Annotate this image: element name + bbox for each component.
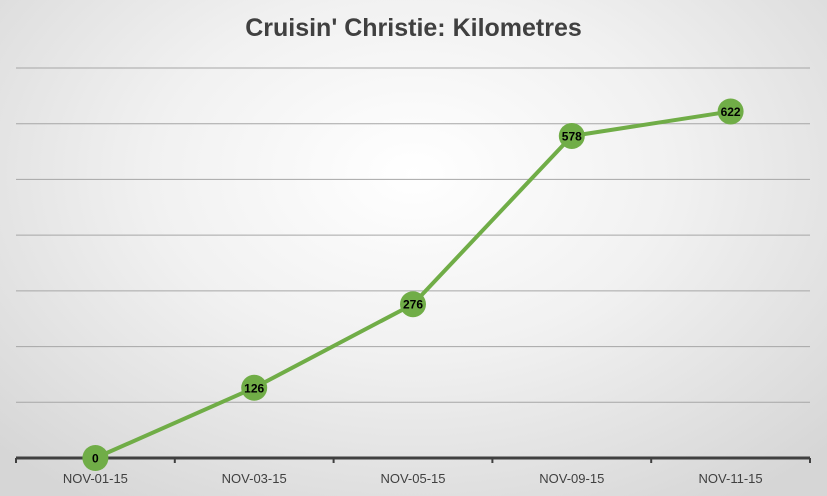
data-label: 126 [244,381,264,395]
x-tick-label: NOV-05-15 [380,471,445,486]
chart-title: Cruisin' Christie: Kilometres [245,14,582,42]
x-tick-label: NOV-11-15 [699,471,763,486]
data-label: 276 [403,298,423,312]
data-point [82,445,109,471]
data-label: 622 [721,105,741,119]
x-tick-label: NOV-03-15 [222,471,287,486]
data-label: 578 [562,129,582,143]
data-point [717,98,744,125]
data-point [400,291,426,318]
data-point [558,122,585,149]
x-tick-label: NOV-01-15 [63,471,128,486]
data-point [241,374,268,401]
series-line [94,109,731,460]
data-label: 0 [92,452,99,466]
x-tick-label: NOV-09-15 [539,471,604,486]
